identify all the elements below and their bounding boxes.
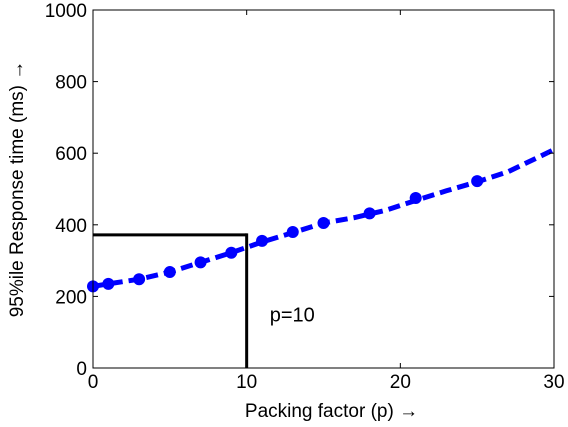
y-tick-label: 800 xyxy=(55,73,87,94)
data-point xyxy=(363,207,376,220)
x-tick-label: 10 xyxy=(236,372,257,393)
x-tick-label: 30 xyxy=(543,372,564,393)
y-axis-label: 95%ile Response time (ms) → xyxy=(7,61,28,318)
x-tick-label: 0 xyxy=(88,372,99,393)
y-tick-label: 0 xyxy=(76,359,87,380)
y-tick-label: 600 xyxy=(55,144,87,165)
data-point xyxy=(471,175,484,188)
data-point xyxy=(133,273,146,286)
plot-frame xyxy=(92,9,555,369)
data-point xyxy=(409,191,422,204)
data-point xyxy=(194,256,207,269)
annotation-p10: p=10 xyxy=(270,304,315,326)
data-point xyxy=(317,217,330,230)
y-tick-label: 400 xyxy=(55,216,87,237)
y-tick-label: 1000 xyxy=(45,1,87,22)
y-tick-label: 200 xyxy=(55,287,87,308)
data-point xyxy=(225,246,238,259)
series-line xyxy=(92,147,556,289)
x-tick-label: 20 xyxy=(390,372,411,393)
data-point xyxy=(286,225,299,238)
x-axis-label: Packing factor (p) → xyxy=(245,401,418,422)
data-point xyxy=(256,234,269,247)
guide-lines xyxy=(93,233,249,368)
data-point xyxy=(163,266,176,279)
series-layer xyxy=(87,147,556,293)
data-point xyxy=(102,277,115,290)
tick-labels: 0 10 20 30 0 200 400 600 800 1000 xyxy=(45,1,565,393)
axis-ticks xyxy=(92,9,555,369)
